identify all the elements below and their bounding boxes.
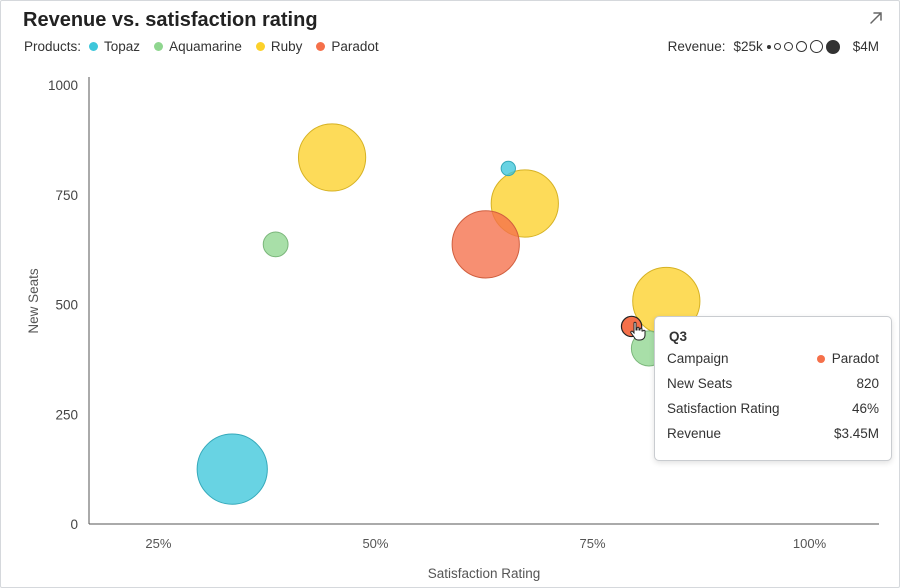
legend-item-topaz[interactable]: Topaz [89, 39, 140, 54]
x-tick-label: 100% [793, 536, 827, 551]
size-circle-3 [783, 42, 793, 51]
tooltip-label: New Seats [667, 376, 733, 391]
size-legend-label: Revenue: [667, 39, 726, 54]
legend-text-ruby: Ruby [270, 39, 303, 54]
bubble-ruby[interactable] [297, 123, 367, 192]
hand-pointer-icon [630, 321, 646, 341]
expand-icon[interactable] [867, 9, 885, 27]
tooltip-campaign-dot [816, 354, 825, 363]
data-tooltip: Q3 Campaign Paradot New Seats 820 Satisf… [654, 316, 892, 461]
size-legend-circles [766, 39, 843, 54]
tooltip-value: 820 [856, 376, 879, 391]
legend-item-paradot[interactable]: Paradot [316, 39, 379, 54]
size-circle-4 [795, 41, 807, 52]
size-circle-6 [825, 39, 840, 54]
tooltip-value: $3.45M [833, 426, 879, 441]
bubble-topaz[interactable] [500, 160, 516, 177]
x-tick-label: 75% [580, 536, 606, 551]
legend-dot-ruby [255, 42, 265, 51]
y-tick-label: 750 [55, 188, 78, 203]
bubble-aquamarine[interactable] [262, 231, 289, 258]
y-tick-label: 1000 [48, 78, 78, 93]
y-tick-label: 500 [55, 298, 78, 313]
chart-title: Revenue vs. satisfaction rating [23, 9, 318, 31]
legend-item-aquamarine[interactable]: Aquamarine [154, 39, 242, 54]
bubble-paradot[interactable] [451, 210, 520, 279]
series-legend: Products: Topaz Aquamarine Ruby Paradot [24, 39, 393, 54]
tooltip-row-new-seats: New Seats 820 [667, 376, 879, 391]
x-tick-label: 25% [145, 536, 171, 551]
tooltip-row-campaign: Campaign Paradot [667, 351, 879, 366]
legend-item-ruby[interactable]: Ruby [255, 39, 303, 54]
size-circle-5 [809, 40, 823, 53]
size-circle-1 [766, 44, 771, 49]
tooltip-title: Q3 [669, 329, 688, 344]
x-tick-label: 50% [362, 536, 388, 551]
tooltip-label: Revenue [667, 426, 722, 441]
size-circle-2 [773, 43, 781, 50]
tooltip-row-satisfaction: Satisfaction Rating 46% [667, 401, 879, 416]
y-axis-label: New Seats [26, 268, 41, 334]
legend-text-paradot: Paradot [331, 39, 379, 54]
x-axis-label: Satisfaction Rating [428, 566, 541, 581]
size-legend-min: $25k [733, 39, 763, 54]
legend-text-topaz: Topaz [104, 39, 141, 54]
legend-label: Products: [24, 39, 82, 54]
size-legend: Revenue: $25k $4M [668, 39, 879, 54]
tooltip-label: Satisfaction Rating [667, 401, 780, 416]
tooltip-value: 46% [851, 401, 879, 416]
y-tick-label: 0 [70, 517, 78, 532]
y-tick-label: 250 [55, 407, 78, 422]
legend-text-aquamarine: Aquamarine [169, 39, 242, 54]
legend-dot-paradot [316, 42, 326, 51]
legend-dot-topaz [89, 42, 99, 51]
legend-dot-aquamarine [154, 42, 164, 51]
size-legend-max: $4M [852, 39, 879, 54]
bubble-topaz[interactable] [196, 433, 268, 505]
tooltip-label: Campaign [667, 351, 729, 366]
tooltip-row-revenue: Revenue $3.45M [667, 426, 879, 441]
tooltip-value: Paradot [831, 351, 879, 366]
